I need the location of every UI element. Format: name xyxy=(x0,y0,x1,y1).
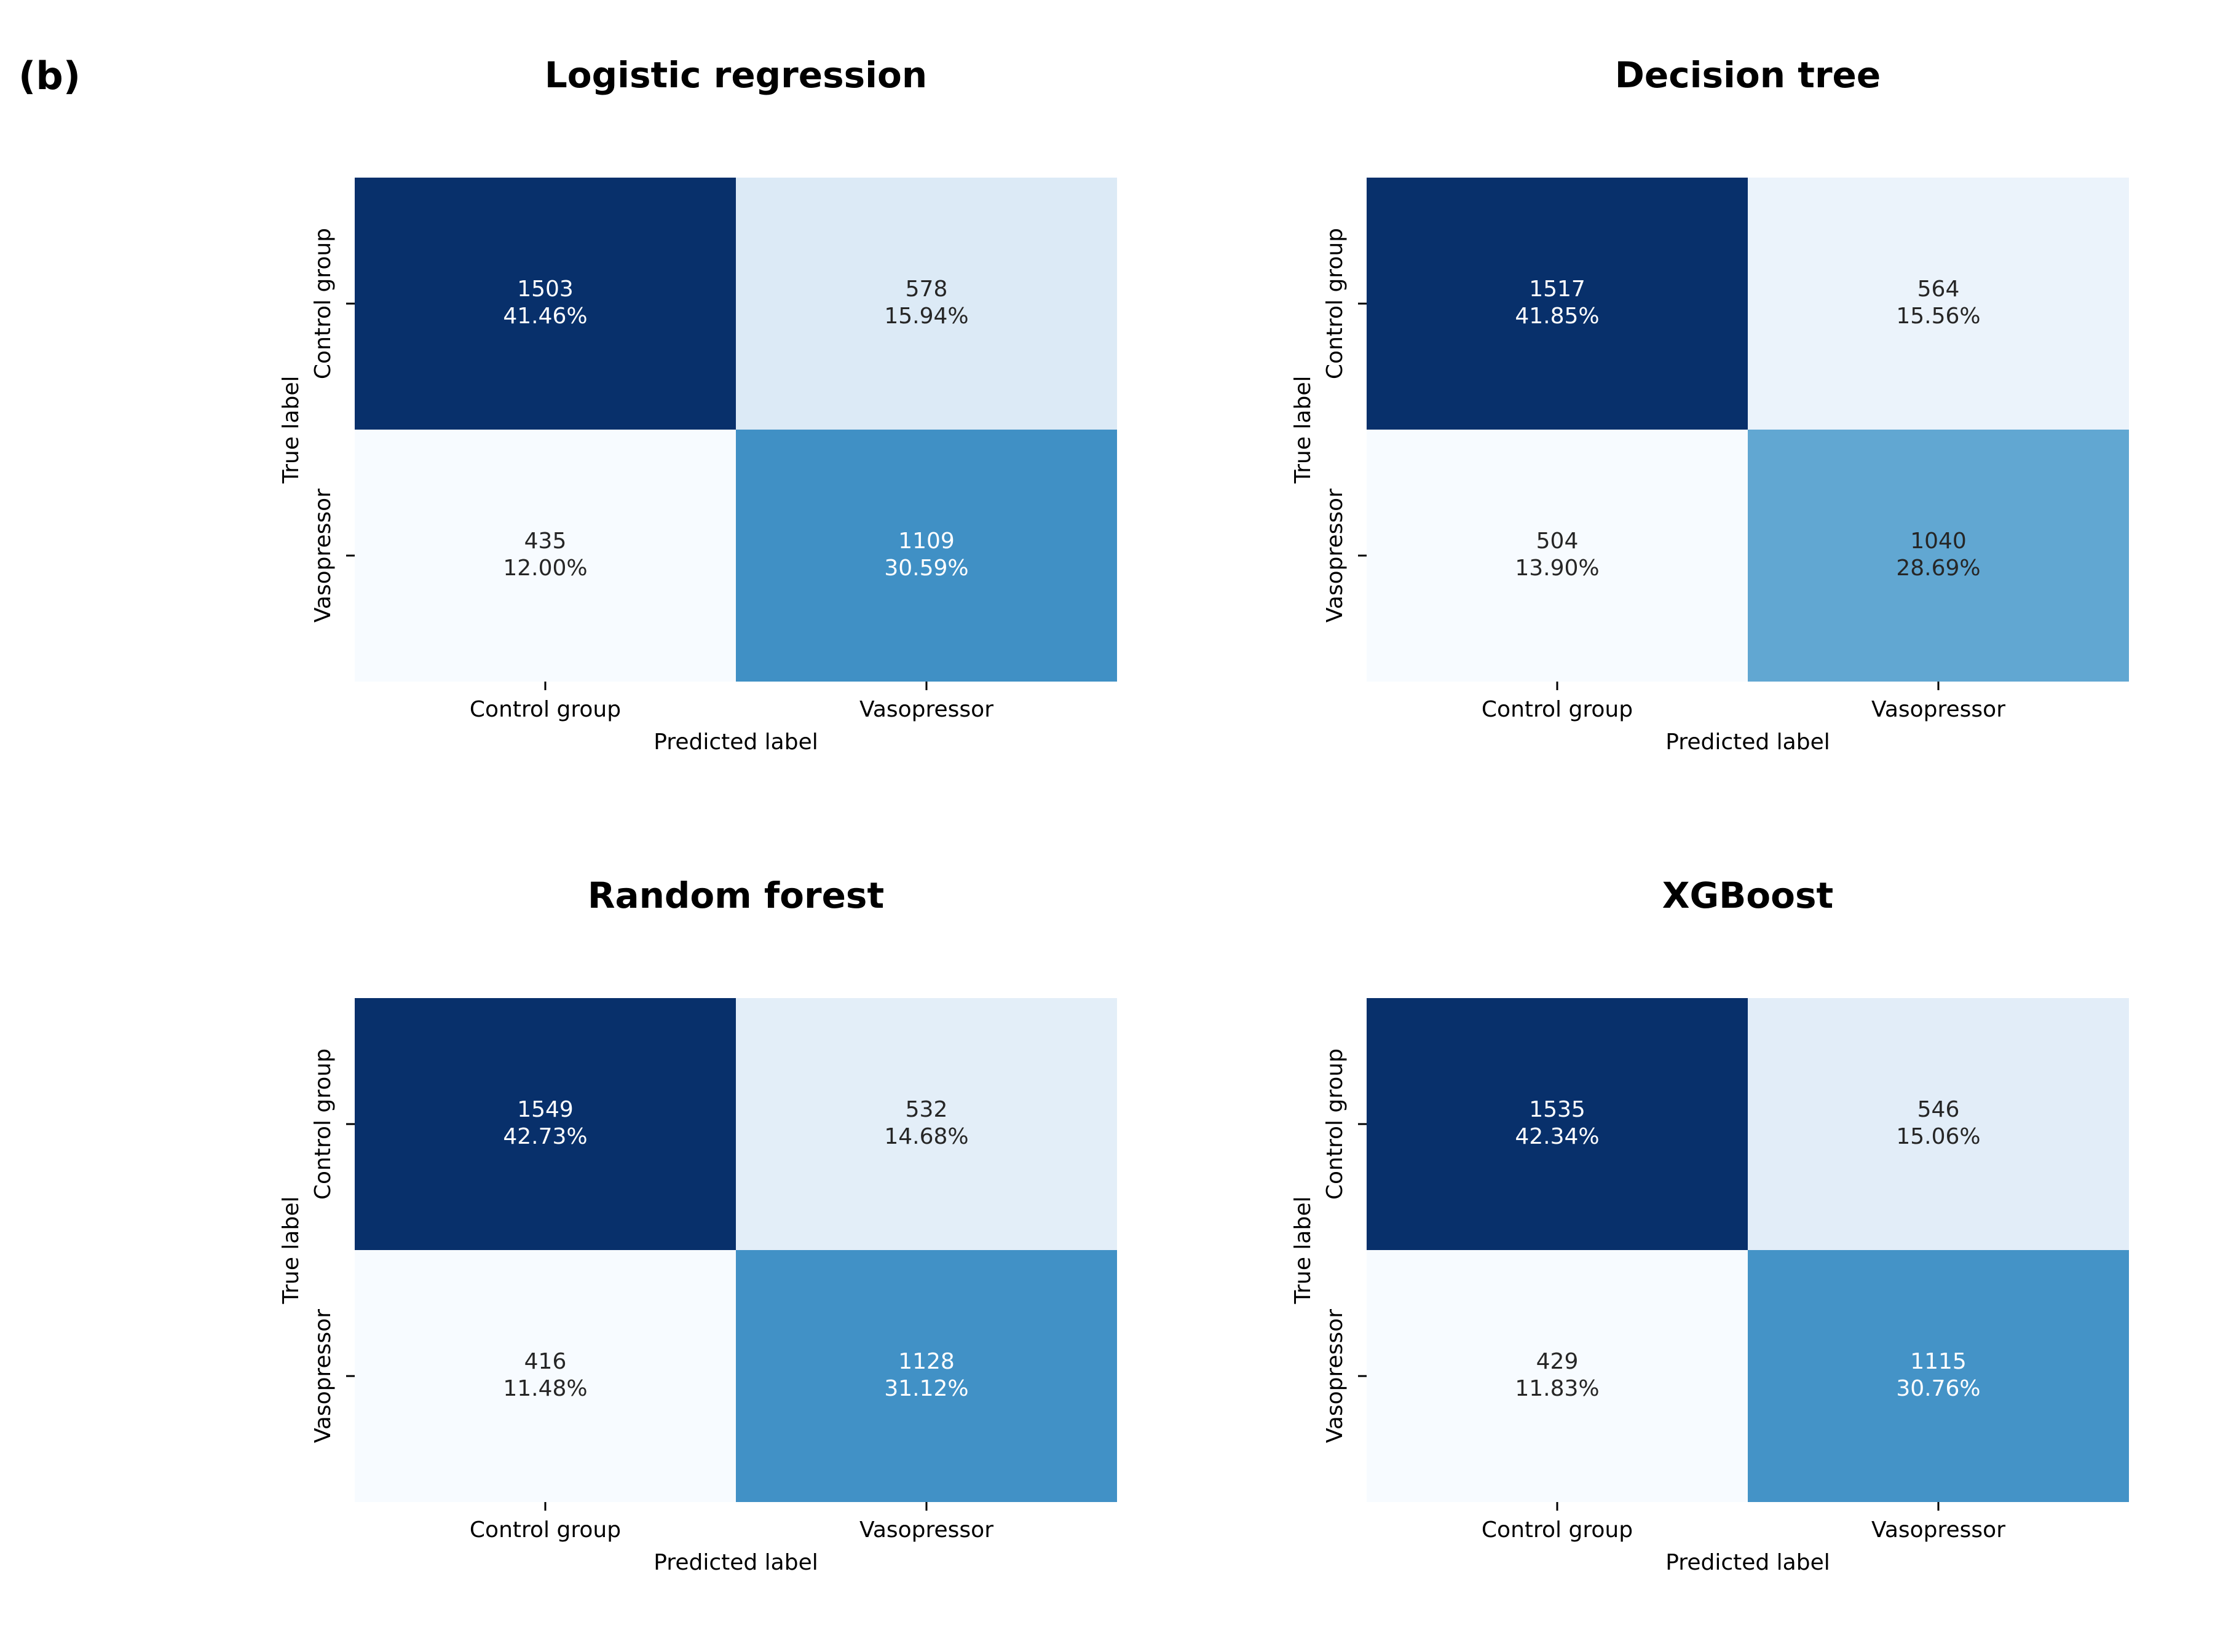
cell-count-label: 1115 xyxy=(1910,1349,1967,1374)
cell-count-label: 416 xyxy=(524,1349,567,1374)
heatmap-cell xyxy=(1367,1250,1748,1502)
cell-count-label: 1517 xyxy=(1529,277,1585,302)
y-axis-label: True label xyxy=(278,1197,304,1305)
x-tick-label: Vasopressor xyxy=(1871,697,2005,722)
heatmap-cell xyxy=(355,178,736,430)
cell-percent-label: 31.12% xyxy=(884,1376,968,1401)
x-axis-label: Predicted label xyxy=(1665,1550,1830,1575)
panel-label: (b) xyxy=(18,53,81,98)
cell-percent-label: 15.94% xyxy=(884,304,968,329)
cell-percent-label: 11.48% xyxy=(503,1376,587,1401)
heatmap-cell xyxy=(1748,998,2129,1250)
y-tick-label: Vasopressor xyxy=(1322,1309,1348,1443)
cell-percent-label: 15.06% xyxy=(1896,1124,1980,1149)
cell-percent-label: 15.56% xyxy=(1896,304,1980,329)
panel-title: XGBoost xyxy=(1662,875,1833,916)
panel-title: Logistic regression xyxy=(545,54,927,96)
x-tick-label: Control group xyxy=(470,697,621,722)
heatmap-cell xyxy=(736,998,1117,1250)
y-axis-label: True label xyxy=(278,376,304,484)
y-tick-label: Control group xyxy=(1322,228,1348,379)
y-tick-label: Vasopressor xyxy=(310,489,336,623)
heatmap-cell xyxy=(1367,430,1748,682)
y-tick-label: Control group xyxy=(1322,1048,1348,1200)
y-tick-label: Vasopressor xyxy=(1322,489,1348,623)
cell-percent-label: 11.83% xyxy=(1515,1376,1599,1401)
x-tick-label: Control group xyxy=(470,1517,621,1543)
cell-count-label: 546 xyxy=(1917,1097,1960,1122)
panel-title: Random forest xyxy=(588,875,884,916)
cell-percent-label: 42.34% xyxy=(1515,1124,1599,1149)
heatmap-cell xyxy=(355,998,736,1250)
x-tick-label: Control group xyxy=(1482,1517,1633,1543)
heatmap-cell xyxy=(355,430,736,682)
cell-count-label: 532 xyxy=(906,1097,948,1122)
cell-percent-label: 30.59% xyxy=(884,556,968,581)
heatmap-cell xyxy=(1748,1250,2129,1502)
x-tick-label: Vasopressor xyxy=(859,1517,993,1543)
panel-title: Decision tree xyxy=(1615,54,1881,96)
cell-count-label: 1535 xyxy=(1529,1097,1585,1122)
cell-percent-label: 41.46% xyxy=(503,304,587,329)
cell-count-label: 564 xyxy=(1917,277,1960,302)
cell-count-label: 1128 xyxy=(898,1349,955,1374)
cell-count-label: 1040 xyxy=(1910,529,1967,554)
heatmap-cell xyxy=(1367,178,1748,430)
cell-percent-label: 41.85% xyxy=(1515,304,1599,329)
cell-count-label: 1503 xyxy=(517,277,574,302)
y-tick-label: Control group xyxy=(310,228,336,379)
cell-percent-label: 30.76% xyxy=(1896,1376,1980,1401)
cell-count-label: 429 xyxy=(1536,1349,1579,1374)
cell-percent-label: 28.69% xyxy=(1896,556,1980,581)
x-axis-label: Predicted label xyxy=(653,730,818,755)
cell-count-label: 504 xyxy=(1536,529,1579,554)
heatmap-cell xyxy=(736,178,1117,430)
x-axis-label: Predicted label xyxy=(653,1550,818,1575)
y-tick-label: Control group xyxy=(310,1048,336,1200)
heatmap-cell xyxy=(1748,178,2129,430)
cell-count-label: 1549 xyxy=(517,1097,574,1122)
cell-percent-label: 13.90% xyxy=(1515,556,1599,581)
cell-count-label: 435 xyxy=(524,529,567,554)
heatmap-cell xyxy=(1367,998,1748,1250)
y-tick-label: Vasopressor xyxy=(310,1309,336,1443)
heatmap-cell xyxy=(1748,430,2129,682)
x-tick-label: Vasopressor xyxy=(1871,1517,2005,1543)
cell-count-label: 1109 xyxy=(898,529,955,554)
y-axis-label: True label xyxy=(1290,376,1316,484)
y-axis-label: True label xyxy=(1290,1197,1316,1305)
heatmap-cell xyxy=(355,1250,736,1502)
x-axis-label: Predicted label xyxy=(1665,730,1830,755)
heatmap-cell xyxy=(736,1250,1117,1502)
heatmap-cell xyxy=(736,430,1117,682)
cell-count-label: 578 xyxy=(906,277,948,302)
x-tick-label: Vasopressor xyxy=(859,697,993,722)
cell-percent-label: 42.73% xyxy=(503,1124,587,1149)
cell-percent-label: 14.68% xyxy=(884,1124,968,1149)
x-tick-label: Control group xyxy=(1482,697,1633,722)
cell-percent-label: 12.00% xyxy=(503,556,587,581)
